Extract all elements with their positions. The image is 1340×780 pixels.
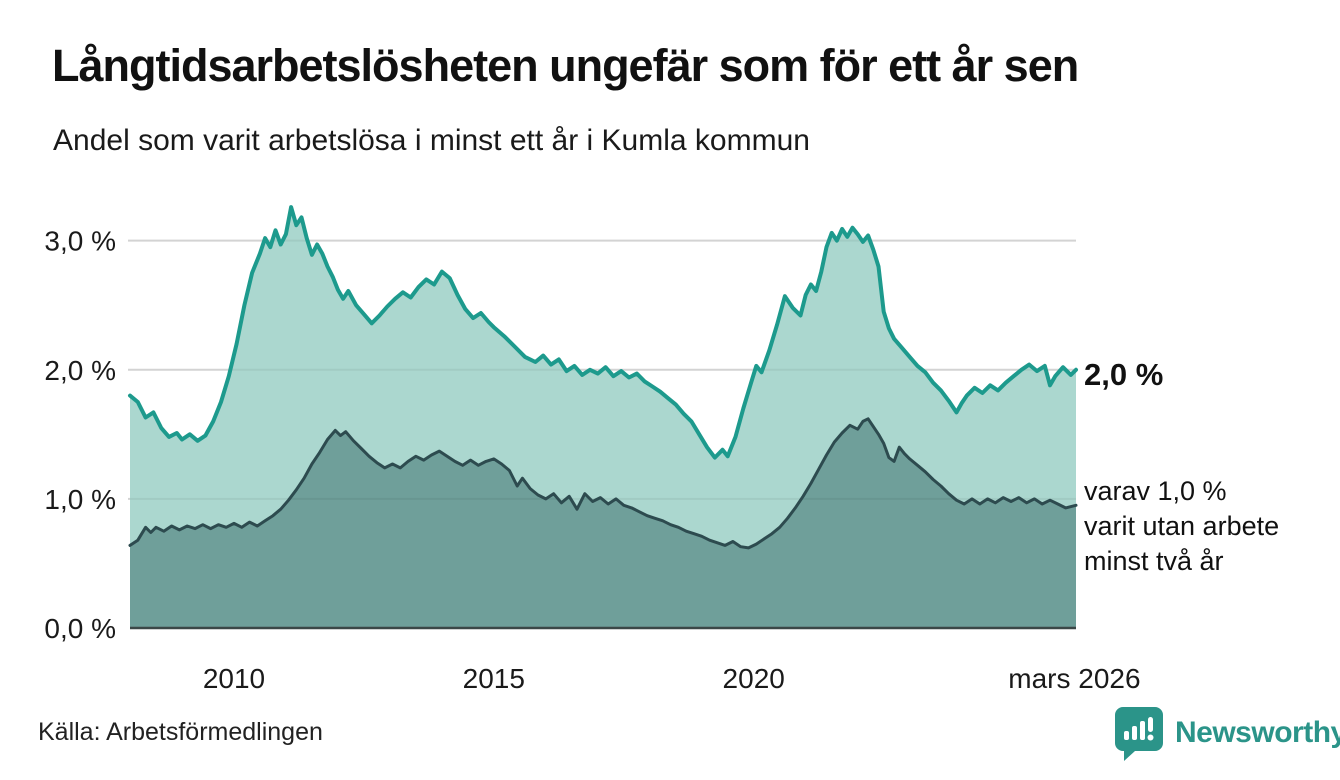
newsworthy-logo-icon (1115, 707, 1163, 761)
secondary-series-label-line3: minst två år (1084, 546, 1224, 576)
y-axis-tick-label: 0,0 % (44, 613, 116, 644)
latest-value-label: 2,0 % (1084, 357, 1164, 392)
logo-exclamation-dot (1147, 734, 1154, 741)
logo-exclamation-bar (1148, 717, 1153, 732)
logo-bar-3 (1140, 721, 1145, 740)
secondary-series-label-line1: varav 1,0 % (1084, 476, 1227, 506)
x-axis-tick-label: 2020 (723, 663, 785, 694)
x-axis-tick-labels: 2010 2015 2020 mars 2026 (203, 663, 1141, 694)
newsworthy-wordmark: Newsworthy (1175, 716, 1340, 749)
source-credit: Källa: Arbetsförmedlingen (38, 718, 323, 746)
y-axis-tick-label: 1,0 % (44, 484, 116, 515)
newsworthy-logo: Newsworthy (1113, 705, 1340, 761)
logo-bar-1 (1124, 731, 1129, 740)
page-title: Långtidsarbetslösheten ungefär som för e… (52, 40, 1079, 91)
x-axis-tick-label: 2010 (203, 663, 265, 694)
logo-bar-2 (1132, 726, 1137, 740)
y-axis-tick-labels: 0,0 % 1,0 % 2,0 % 3,0 % (44, 226, 116, 644)
series-line-minst-ett-ar (128, 205, 1078, 460)
y-axis-tick-label: 2,0 % (44, 355, 116, 386)
x-axis-tick-label: 2015 (463, 663, 525, 694)
x-axis-tick-label: mars 2026 (1008, 663, 1140, 694)
secondary-series-label-line2: varit utan arbete (1084, 511, 1280, 541)
secondary-series-label: varav 1,0 % varit utan arbete minst två … (1084, 474, 1279, 579)
page-subtitle: Andel som varit arbetslösa i minst ett å… (53, 124, 810, 157)
series-line-minst-tva-ar (128, 417, 1078, 550)
y-axis-tick-label: 3,0 % (44, 226, 116, 257)
series-area-minst-tva-ar (130, 418, 1076, 628)
